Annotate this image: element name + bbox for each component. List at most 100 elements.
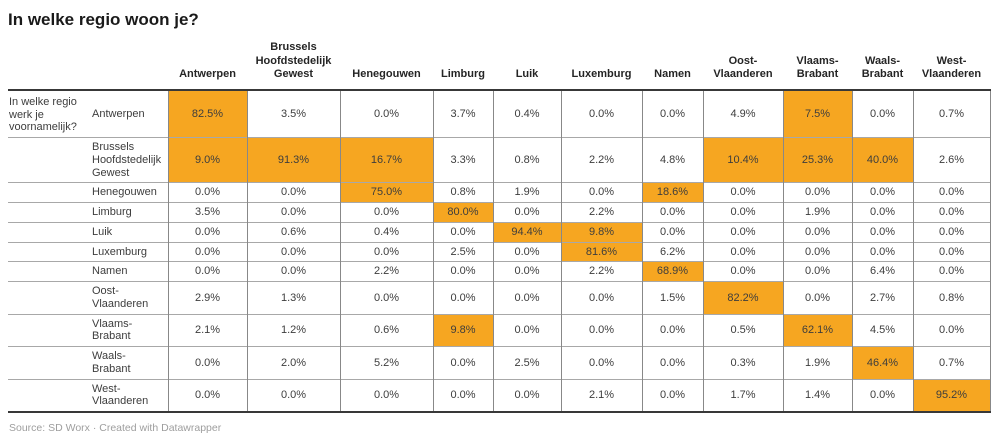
value-cell: 91.3% [246, 137, 340, 183]
value-cell: 0.0% [912, 221, 991, 243]
value-cell: 0.0% [246, 182, 340, 203]
row-label: Antwerpen [90, 89, 168, 138]
value-cell: 0.0% [641, 89, 703, 138]
value-cell: 81.6% [560, 241, 642, 262]
value-cell: 0.0% [167, 378, 247, 414]
value-cell: 82.2% [702, 281, 783, 315]
row-label: Limburg [90, 202, 168, 223]
row-group-label: In welke regio werk je voornamelijk? [8, 89, 90, 138]
row-group-label [8, 202, 90, 223]
value-cell: 4.9% [702, 89, 783, 138]
value-cell: 0.0% [851, 202, 913, 223]
value-cell: 46.4% [851, 346, 913, 380]
value-cell: 2.0% [246, 346, 340, 380]
value-cell: 0.0% [339, 202, 433, 223]
table-header: Antwerpen Brussels Hoofdstedelijk Gewest H… [8, 37, 990, 91]
value-cell: 0.0% [782, 182, 852, 203]
value-cell: 9.8% [560, 221, 642, 243]
value-cell: 0.0% [641, 346, 703, 380]
value-cell: 0.0% [246, 241, 340, 262]
value-cell: 0.0% [432, 221, 493, 243]
value-cell: 1.4% [782, 378, 852, 414]
value-cell: 2.2% [560, 202, 642, 223]
row-group-label [8, 346, 90, 380]
value-cell: 0.0% [492, 378, 561, 414]
value-cell: 0.0% [560, 89, 642, 138]
value-cell: 0.7% [912, 89, 991, 138]
value-cell: 4.5% [851, 313, 913, 347]
value-cell: 0.0% [339, 281, 433, 315]
table-row: Oost-Vlaanderen 2.9% 1.3% 0.0% 0.0% 0.0% 0.0% 1… [8, 281, 991, 315]
column-header: Oost-Vlaanderen [703, 37, 783, 91]
row-group-label [8, 182, 90, 203]
value-cell: 1.7% [702, 378, 783, 414]
value-cell: 0.0% [432, 378, 493, 414]
chart-title: In welke regio woon je? [8, 10, 199, 29]
row-group-label [8, 261, 90, 282]
value-cell: 1.2% [246, 313, 340, 347]
value-cell: 0.0% [432, 281, 493, 315]
value-cell: 0.0% [560, 281, 642, 315]
value-cell: 95.2% [912, 378, 991, 414]
value-cell: 3.7% [432, 89, 493, 138]
value-cell: 75.0% [339, 182, 433, 203]
value-cell: 0.0% [912, 313, 991, 347]
value-cell: 0.0% [339, 378, 433, 414]
column-header: Namen [642, 37, 703, 91]
value-cell: 3.5% [167, 202, 247, 223]
corner-spacer [8, 37, 90, 91]
value-cell: 1.5% [641, 281, 703, 315]
value-cell: 0.0% [702, 182, 783, 203]
value-cell: 0.0% [641, 378, 703, 414]
table-row: Henegouwen 0.0% 0.0% 75.0% 0.8% 1.9% 0.0% 18.6%… [8, 182, 991, 203]
row-label: Waals-Brabant [90, 346, 168, 380]
value-cell: 0.3% [702, 346, 783, 380]
value-cell: 0.0% [641, 221, 703, 243]
value-cell: 0.0% [702, 261, 783, 282]
value-cell: 68.9% [641, 261, 703, 282]
column-header: Brussels Hoofdstedelijk Gewest [247, 37, 340, 91]
value-cell: 1.3% [246, 281, 340, 315]
value-cell: 0.0% [492, 313, 561, 347]
value-cell: 62.1% [782, 313, 852, 347]
column-header: Antwerpen [168, 37, 247, 91]
value-cell: 0.0% [702, 202, 783, 223]
value-cell: 0.0% [167, 346, 247, 380]
value-cell: 2.9% [167, 281, 247, 315]
value-cell: 0.0% [702, 241, 783, 262]
value-cell: 0.0% [167, 182, 247, 203]
table-body: In welke regio werk je voornamelijk? Antw… [8, 89, 991, 414]
value-cell: 0.0% [167, 221, 247, 243]
value-cell: 0.0% [782, 281, 852, 315]
value-cell: 5.2% [339, 346, 433, 380]
value-cell: 0.0% [851, 378, 913, 414]
value-cell: 0.0% [782, 221, 852, 243]
value-cell: 3.3% [432, 137, 493, 183]
table-row: Brussels Hoofdstedelijk Gewest 9.0% 91.3% 1… [8, 137, 991, 183]
value-cell: 0.0% [641, 202, 703, 223]
column-header: Henegouwen [340, 37, 433, 91]
column-header: Limburg [433, 37, 493, 91]
value-cell: 1.9% [782, 346, 852, 380]
value-cell: 0.0% [912, 202, 991, 223]
row-label: Oost-Vlaanderen [90, 281, 168, 315]
value-cell: 0.0% [246, 202, 340, 223]
value-cell: 6.2% [641, 241, 703, 262]
value-cell: 0.4% [492, 89, 561, 138]
value-cell: 0.0% [560, 182, 642, 203]
value-cell: 0.7% [912, 346, 991, 380]
row-label: Luik [90, 221, 168, 243]
value-cell: 2.2% [339, 261, 433, 282]
heatmap-table: Antwerpen Brussels Hoofdstedelijk Gewest H… [8, 37, 991, 414]
value-cell: 0.0% [432, 346, 493, 380]
value-cell: 2.2% [560, 137, 642, 183]
row-label: West-Vlaanderen [90, 378, 168, 414]
table-row: West-Vlaanderen 0.0% 0.0% 0.0% 0.0% 0.0% 2.1% 0… [8, 378, 991, 414]
value-cell: 3.5% [246, 89, 340, 138]
value-cell: 0.0% [782, 261, 852, 282]
value-cell: 0.0% [492, 202, 561, 223]
row-group-label [8, 221, 90, 243]
corner-spacer [90, 37, 168, 91]
value-cell: 2.5% [492, 346, 561, 380]
column-header: Luik [493, 37, 561, 91]
